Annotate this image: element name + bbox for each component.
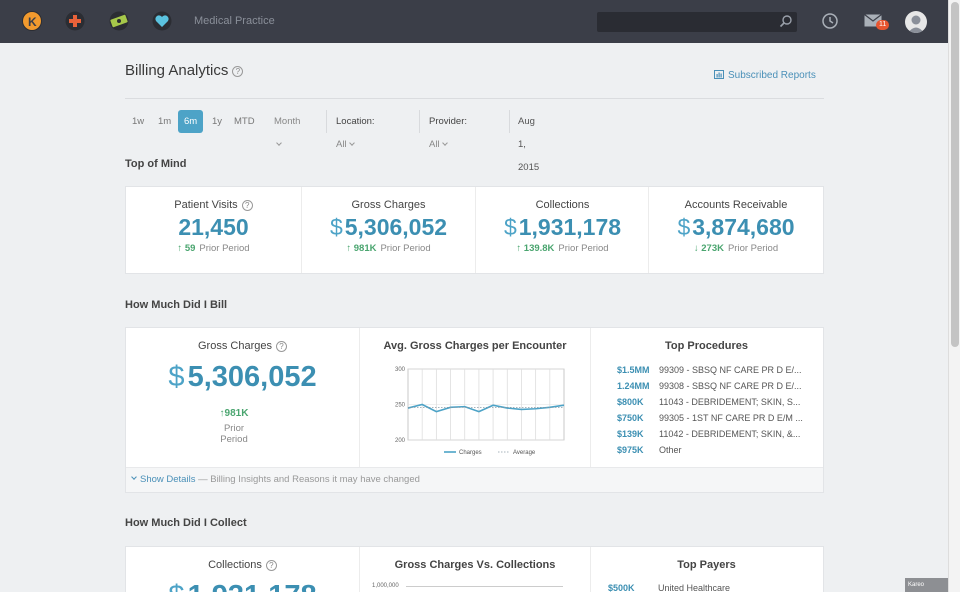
subscribed-reports-link[interactable]: Subscribed Reports	[714, 70, 816, 82]
search-input[interactable]	[597, 12, 797, 32]
collect-card: Collections? $1,931,178 Gross Charges Vs…	[125, 546, 824, 592]
provider-label: Provider:	[429, 116, 467, 127]
show-details-bar: Show Details — Billing Insights and Reas…	[126, 467, 823, 492]
filter-divider	[419, 110, 420, 133]
granularity-value: Month	[274, 116, 300, 127]
kpi-title: Patient Visits?	[126, 199, 301, 211]
period-1w[interactable]: 1w	[126, 110, 150, 133]
scrollbar-thumb[interactable]	[951, 2, 959, 347]
kpi-accounts-receivable[interactable]: Accounts Receivable $3,874,680 ↓ 273K Pri…	[649, 187, 823, 254]
kareo-logo-icon[interactable]: K	[22, 11, 42, 31]
subscribed-reports-label: Subscribed Reports	[728, 70, 816, 81]
y-tick-label: 200	[395, 438, 406, 444]
list-item[interactable]: 1.24MM 99308 - SBSQ NF CARE PR D E/...	[617, 380, 802, 392]
list-item[interactable]: $500K United Healthcare	[608, 582, 730, 592]
list-item[interactable]: $800K 11043 - DEBRIDEMENT; SKIN, S...	[617, 396, 800, 408]
location-dropdown[interactable]: Location: All	[336, 110, 375, 156]
bill-card: Gross Charges? $5,306,052 ↑981K Prior Per…	[125, 327, 824, 493]
period-1m[interactable]: 1m	[152, 110, 177, 133]
chart-tick-label: 1,000,000	[372, 583, 399, 589]
svg-text:K: K	[28, 15, 37, 29]
section-title-top-of-mind: Top of Mind	[125, 158, 187, 170]
period-6m[interactable]: 6m	[178, 110, 203, 133]
gross-vs-collections-title: Gross Charges Vs. Collections	[360, 559, 590, 571]
kpi-collections[interactable]: Collections $1,931,178 ↑ 139.8K Prior Per…	[476, 187, 649, 254]
help-icon[interactable]: ?	[232, 66, 243, 77]
help-icon[interactable]: ?	[266, 560, 277, 571]
y-tick-label: 250	[395, 403, 406, 409]
top-navigation-bar: K Medical Practice 11	[0, 0, 948, 43]
list-item[interactable]: $1.5MM 99309 - SBSQ NF CARE PR D E/...	[617, 364, 802, 376]
page-scrollbar[interactable]	[948, 0, 960, 592]
page-title-text: Billing Analytics	[125, 62, 228, 79]
period-1y[interactable]: 1y	[206, 110, 228, 133]
avatar[interactable]	[905, 11, 927, 33]
collections-value: $1,931,178	[126, 580, 359, 592]
help-icon[interactable]: ?	[276, 341, 287, 352]
gross-charges-change: ↑981K	[126, 408, 342, 419]
gross-charges-value: $5,306,052	[126, 361, 359, 394]
list-item[interactable]: $750K 99305 - 1ST NF CARE PR D E/M ...	[617, 412, 803, 424]
list-item[interactable]: $139K 11042 - DEBRIDEMENT; SKIN, &...	[617, 428, 800, 440]
plus-cross-icon[interactable]	[65, 11, 85, 31]
chevron-down-icon	[131, 474, 137, 480]
kpi-value: $5,306,052	[302, 214, 475, 241]
help-icon[interactable]: ?	[242, 200, 253, 211]
show-details-link[interactable]: Show Details	[132, 474, 195, 485]
top-of-mind-card: Patient Visits? 21,450 ↑ 59 Prior Period …	[125, 186, 824, 274]
section-title-collect: How Much Did I Collect	[125, 517, 247, 529]
chevron-down-icon	[349, 140, 355, 146]
bar-chart-icon	[714, 70, 724, 82]
search-icon[interactable]	[779, 14, 793, 33]
kpi-title: Gross Charges	[302, 199, 475, 211]
history-icon[interactable]	[821, 12, 839, 35]
kpi-delta: ↑ 981K Prior Period	[302, 243, 475, 254]
collections-title: Collections?	[126, 559, 359, 571]
details-description: — Billing Insights and Reasons it may ha…	[195, 474, 419, 485]
gross-charges-title: Gross Charges?	[126, 340, 359, 352]
location-value: All	[336, 139, 347, 150]
top-procedures-list: $1.5MM 99309 - SBSQ NF CARE PR D E/... 1.…	[590, 328, 823, 467]
kpi-value: $1,931,178	[476, 214, 649, 241]
kpi-delta: ↑ 59 Prior Period	[126, 243, 301, 254]
kpi-title: Accounts Receivable	[649, 199, 823, 211]
filter-divider	[509, 110, 510, 133]
provider-value: All	[429, 139, 440, 150]
mail-count-badge: 11	[876, 20, 889, 30]
legend-label: Charges	[459, 450, 482, 456]
list-item[interactable]: $975K Other	[617, 444, 682, 456]
location-label: Location:	[336, 116, 375, 127]
y-tick-label: 300	[395, 367, 406, 373]
kpi-title: Collections	[476, 199, 649, 211]
avg-charges-line-chart: 200 250 300 Charges Average	[360, 362, 590, 460]
chevron-down-icon	[442, 140, 448, 146]
legend-label: Average	[513, 450, 536, 456]
practice-name: Medical Practice	[194, 15, 275, 27]
kareo-feedback-widget[interactable]: Kareo	[905, 578, 948, 592]
top-payers-title: Top Payers	[590, 559, 823, 571]
page-title: Billing Analytics?	[125, 62, 243, 79]
heart-icon[interactable]	[152, 11, 172, 31]
chart-gridline	[406, 586, 563, 587]
gross-charges-prior: Prior Period	[126, 423, 342, 445]
kpi-value: $3,874,680	[649, 214, 823, 241]
money-icon[interactable]	[108, 11, 128, 31]
chevron-down-icon	[276, 140, 282, 146]
provider-dropdown[interactable]: Provider: All	[429, 110, 467, 156]
filter-divider	[326, 110, 327, 133]
kpi-gross-charges[interactable]: Gross Charges $5,306,052 ↑ 981K Prior Per…	[302, 187, 475, 254]
kpi-value: 21,450	[126, 214, 301, 241]
period-mtd[interactable]: MTD	[228, 110, 261, 133]
chart-title: Avg. Gross Charges per Encounter	[360, 340, 590, 352]
granularity-dropdown[interactable]: Month	[274, 110, 300, 156]
kpi-patient-visits[interactable]: Patient Visits? 21,450 ↑ 59 Prior Period	[126, 187, 301, 254]
section-title-bill: How Much Did I Bill	[125, 299, 227, 311]
kpi-delta: ↓ 273K Prior Period	[649, 243, 823, 254]
header-divider	[125, 98, 824, 99]
kpi-delta: ↑ 139.8K Prior Period	[476, 243, 649, 254]
